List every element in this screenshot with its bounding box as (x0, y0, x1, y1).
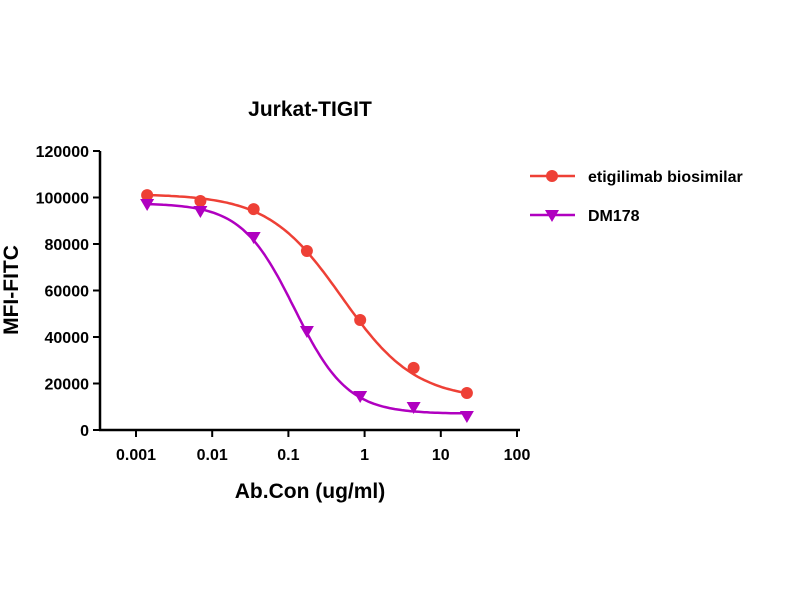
data-point (299, 325, 314, 338)
data-point (193, 205, 208, 218)
data-point (460, 387, 473, 400)
x-tick-label: 100 (504, 447, 531, 464)
data-point (140, 199, 155, 212)
data-point (407, 361, 420, 374)
y-tick-label: 80000 (45, 237, 90, 254)
y-axis-label: MFI-FITC (0, 245, 23, 335)
legend-label: DM178 (588, 208, 640, 225)
x-tick-label: 10 (432, 447, 450, 464)
data-point (141, 189, 154, 202)
data-point (353, 391, 368, 404)
y-tick-label: 40000 (45, 330, 90, 347)
x-tick-label: 0.1 (277, 447, 299, 464)
data-point (406, 401, 421, 414)
x-axis-label: Ab.Con (ug/ml) (235, 480, 385, 503)
y-tick-label: 20000 (45, 377, 90, 394)
x-tick-label: 1 (360, 447, 369, 464)
legend-marker (546, 170, 558, 182)
y-tick-label: 100000 (36, 191, 89, 208)
chart-title: Jurkat-TIGIT (248, 98, 372, 121)
y-tick-label: 60000 (45, 284, 90, 301)
data-point (459, 411, 474, 424)
x-tick-label: 0.001 (116, 447, 156, 464)
y-tick-label: 120000 (36, 144, 89, 161)
data-point (194, 194, 207, 207)
fit-curve-1 (147, 202, 467, 415)
data-point (247, 203, 260, 216)
data-point (246, 232, 261, 245)
x-tick-label: 0.01 (197, 447, 228, 464)
legend-label: etigilimab biosimilar (588, 169, 743, 186)
y-tick-label: 0 (80, 423, 89, 440)
data-point (354, 314, 367, 327)
legend-marker (545, 210, 559, 222)
fit-curve-0 (147, 193, 468, 395)
data-point (300, 244, 313, 257)
